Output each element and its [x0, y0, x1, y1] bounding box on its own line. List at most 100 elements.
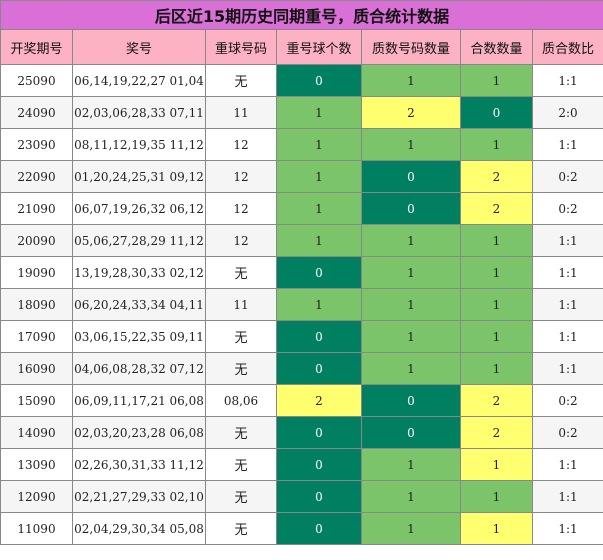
ratio-cell: 1:1	[531, 64, 603, 97]
repeat-cell: 无	[205, 512, 277, 545]
prime-count-cell: 0	[361, 384, 461, 417]
table-body: 25090 06,14,19,22,27 01,04 无 0 1 1 1:1 24090 02,…	[0, 64, 603, 545]
prime-count-cell: 1	[361, 512, 461, 545]
numbers-cell: 05,06,27,28,29 11,12	[72, 224, 206, 257]
repeat-count-cell: 0	[276, 64, 362, 97]
table-row: 16090 04,06,08,28,32 07,12 无 0 1 1 1:1	[0, 352, 603, 385]
period-cell: 12090	[0, 480, 73, 513]
ratio-cell: 0:2	[531, 384, 603, 417]
composite-count-cell: 1	[460, 256, 533, 289]
ratio-cell: 1:1	[531, 480, 603, 513]
ratio-cell: 0:2	[531, 416, 603, 449]
table-row: 20090 05,06,27,28,29 11,12 12 1 1 1 1:1	[0, 224, 603, 257]
period-cell: 16090	[0, 352, 73, 385]
numbers-cell: 02,04,29,30,34 05,08	[72, 512, 206, 545]
period-cell: 21090	[0, 192, 73, 225]
numbers-cell: 04,06,08,28,32 07,12	[72, 352, 206, 385]
period-cell: 25090	[0, 64, 73, 97]
header-composite-count: 合数数量	[460, 29, 533, 65]
repeat-cell: 08,06	[205, 384, 277, 417]
repeat-cell: 11	[205, 96, 277, 129]
period-cell: 22090	[0, 160, 73, 193]
period-cell: 19090	[0, 256, 73, 289]
ratio-cell: 1:1	[531, 448, 603, 481]
stats-table: 后区近15期历史同期重号，质合统计数据 开奖期号 奖号 重球号码 重号球个数 质…	[0, 0, 603, 545]
ratio-cell: 1:1	[531, 352, 603, 385]
composite-count-cell: 2	[460, 192, 533, 225]
repeat-count-cell: 1	[276, 288, 362, 321]
ratio-cell: 1:1	[531, 512, 603, 545]
repeat-count-cell: 2	[276, 384, 362, 417]
period-cell: 14090	[0, 416, 73, 449]
prime-count-cell: 1	[361, 256, 461, 289]
ratio-cell: 1:1	[531, 256, 603, 289]
composite-count-cell: 1	[460, 352, 533, 385]
repeat-count-cell: 0	[276, 352, 362, 385]
ratio-cell: 2:0	[531, 96, 603, 129]
table-row: 24090 02,03,06,28,33 07,11 11 1 2 0 2:0	[0, 96, 603, 129]
period-cell: 17090	[0, 320, 73, 353]
repeat-count-cell: 1	[276, 192, 362, 225]
composite-count-cell: 1	[460, 128, 533, 161]
prime-count-cell: 1	[361, 288, 461, 321]
period-cell: 23090	[0, 128, 73, 161]
repeat-cell: 12	[205, 224, 277, 257]
numbers-cell: 06,14,19,22,27 01,04	[72, 64, 206, 97]
header-prime-count: 质数号码数量	[361, 29, 461, 65]
table-row: 17090 03,06,15,22,35 09,11 无 0 1 1 1:1	[0, 320, 603, 353]
repeat-cell: 11	[205, 288, 277, 321]
table-row: 14090 02,03,20,23,28 06,08 无 0 0 2 0:2	[0, 416, 603, 449]
table-row: 22090 01,20,24,25,31 09,12 12 1 0 2 0:2	[0, 160, 603, 193]
repeat-cell: 12	[205, 128, 277, 161]
composite-count-cell: 1	[460, 448, 533, 481]
period-cell: 13090	[0, 448, 73, 481]
table-row: 25090 06,14,19,22,27 01,04 无 0 1 1 1:1	[0, 64, 603, 97]
composite-count-cell: 1	[460, 320, 533, 353]
prime-count-cell: 1	[361, 224, 461, 257]
repeat-count-cell: 1	[276, 96, 362, 129]
repeat-count-cell: 0	[276, 256, 362, 289]
table-row: 23090 08,11,12,19,35 11,12 12 1 1 1 1:1	[0, 128, 603, 161]
ratio-cell: 1:1	[531, 288, 603, 321]
period-cell: 11090	[0, 512, 73, 545]
repeat-count-cell: 0	[276, 480, 362, 513]
repeat-count-cell: 0	[276, 512, 362, 545]
numbers-cell: 02,26,30,31,33 11,12	[72, 448, 206, 481]
repeat-cell: 无	[205, 448, 277, 481]
repeat-count-cell: 1	[276, 224, 362, 257]
ratio-cell: 0:2	[531, 192, 603, 225]
period-cell: 20090	[0, 224, 73, 257]
repeat-count-cell: 0	[276, 448, 362, 481]
repeat-cell: 无	[205, 64, 277, 97]
ratio-cell: 1:1	[531, 128, 603, 161]
composite-count-cell: 2	[460, 416, 533, 449]
table-row: 18090 06,20,24,33,34 04,11 11 1 1 1 1:1	[0, 288, 603, 321]
prime-count-cell: 1	[361, 480, 461, 513]
header-ratio: 质合数比	[531, 29, 603, 65]
table-row: 13090 02,26,30,31,33 11,12 无 0 1 1 1:1	[0, 448, 603, 481]
prime-count-cell: 1	[361, 352, 461, 385]
composite-count-cell: 1	[460, 224, 533, 257]
composite-count-cell: 1	[460, 480, 533, 513]
composite-count-cell: 1	[460, 288, 533, 321]
numbers-cell: 01,20,24,25,31 09,12	[72, 160, 206, 193]
numbers-cell: 06,07,19,26,32 06,12	[72, 192, 206, 225]
prime-count-cell: 0	[361, 416, 461, 449]
period-cell: 24090	[0, 96, 73, 129]
numbers-cell: 03,06,15,22,35 09,11	[72, 320, 206, 353]
repeat-cell: 无	[205, 256, 277, 289]
prime-count-cell: 0	[361, 160, 461, 193]
table-title: 后区近15期历史同期重号，质合统计数据	[0, 0, 603, 30]
repeat-cell: 12	[205, 160, 277, 193]
prime-count-cell: 1	[361, 320, 461, 353]
header-repeat-count: 重号球个数	[276, 29, 362, 65]
numbers-cell: 02,03,06,28,33 07,11	[72, 96, 206, 129]
prime-count-cell: 2	[361, 96, 461, 129]
numbers-cell: 06,20,24,33,34 04,11	[72, 288, 206, 321]
numbers-cell: 02,21,27,29,33 02,10	[72, 480, 206, 513]
numbers-cell: 06,09,11,17,21 06,08	[72, 384, 206, 417]
table-row: 11090 02,04,29,30,34 05,08 无 0 1 1 1:1	[0, 512, 603, 545]
prime-count-cell: 1	[361, 64, 461, 97]
period-cell: 18090	[0, 288, 73, 321]
